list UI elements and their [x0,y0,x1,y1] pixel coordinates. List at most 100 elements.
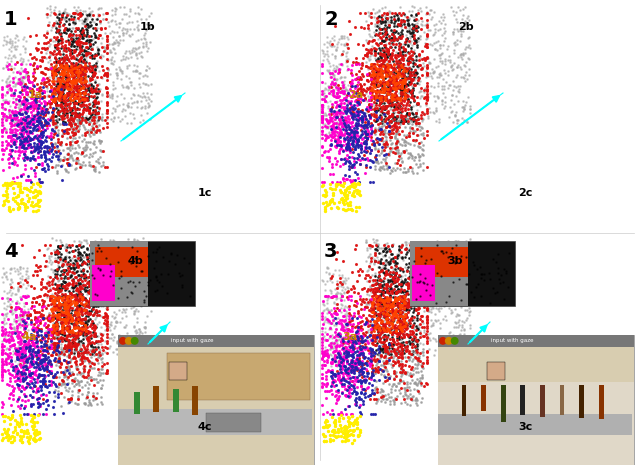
Point [0,361,8,368]
Point [385,123,396,131]
Point [28,435,38,442]
Point [63,160,74,168]
Point [392,70,403,77]
Point [108,284,118,291]
Point [4,349,15,356]
Point [379,100,389,107]
Point [81,296,92,304]
Point [320,418,330,426]
Point [374,115,385,122]
Point [92,80,102,87]
Point [326,163,337,170]
Point [21,117,31,124]
Point [383,67,393,75]
Point [78,34,88,42]
Point [62,62,72,69]
Point [447,309,457,316]
Point [120,243,131,251]
FancyBboxPatch shape [193,386,198,415]
Point [395,301,405,309]
Point [398,296,408,303]
Point [326,124,337,131]
Point [51,68,61,75]
Point [72,71,82,78]
Point [342,326,353,333]
Point [392,71,403,79]
Point [385,68,396,76]
Point [447,259,458,266]
Point [365,88,375,96]
Point [15,264,25,271]
Point [381,14,391,22]
Point [358,351,368,359]
Point [81,105,92,112]
Point [45,56,56,64]
Point [394,113,404,120]
Point [11,179,21,187]
Point [90,99,100,106]
Point [47,308,57,316]
Point [52,80,63,87]
Point [335,300,346,308]
Point [374,123,384,131]
Point [380,57,390,64]
Point [424,307,434,315]
Point [383,88,394,96]
Point [53,64,63,72]
Point [142,284,152,292]
Point [80,315,90,322]
Point [114,39,124,46]
Point [140,267,150,275]
Point [20,113,31,121]
Point [72,276,83,284]
Point [70,246,80,253]
Point [129,307,140,314]
Point [389,279,399,286]
Point [15,420,25,427]
Point [109,272,119,279]
Point [154,279,164,286]
Point [339,90,349,97]
Point [397,370,407,378]
Point [88,63,99,70]
Point [68,268,78,275]
Point [100,311,110,319]
Point [61,303,72,311]
Point [401,358,412,365]
Point [27,359,37,366]
Point [422,358,432,365]
Point [397,86,408,93]
Point [21,104,31,112]
Point [383,341,394,349]
Point [392,251,402,258]
Point [93,338,103,345]
Point [413,306,424,313]
Point [51,24,61,32]
Point [53,352,63,359]
Point [0,299,9,307]
Point [373,312,383,320]
Point [7,40,17,47]
Point [68,46,78,53]
Point [344,319,354,326]
Point [361,18,371,25]
Point [376,250,386,257]
Point [126,94,136,102]
Point [59,335,69,343]
Point [340,405,350,413]
Point [88,306,99,313]
Point [65,311,76,318]
Point [401,370,412,378]
Point [374,282,384,290]
Point [369,250,380,257]
Point [342,87,353,94]
Point [11,363,21,370]
Point [325,105,335,113]
Point [21,299,31,306]
Point [97,73,107,80]
Point [47,74,57,81]
Point [84,242,95,249]
Point [385,319,395,326]
Point [371,107,381,114]
Point [450,41,460,49]
